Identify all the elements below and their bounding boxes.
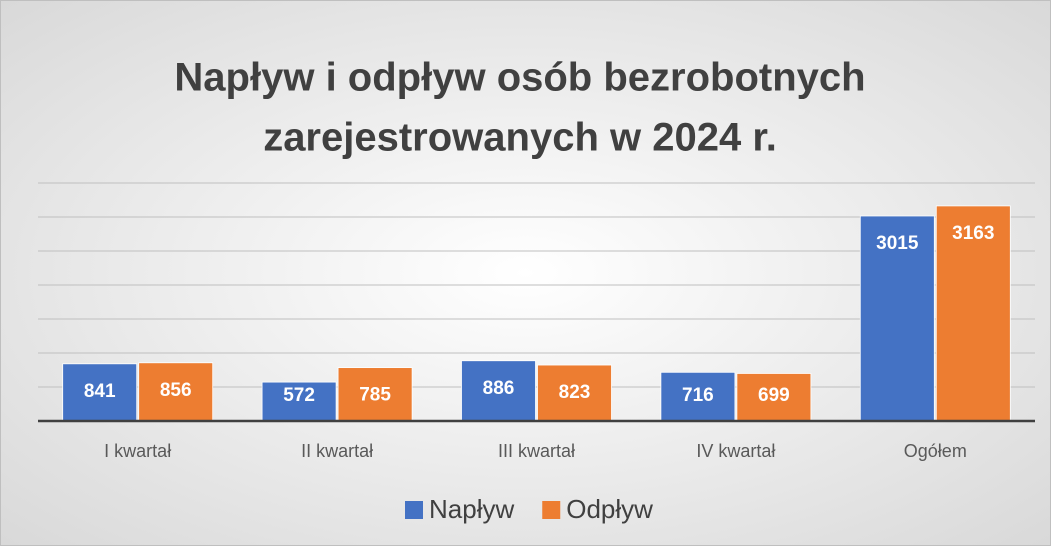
data-label: 856	[160, 380, 192, 401]
data-label: 823	[559, 382, 591, 403]
legend-label: Napływ	[429, 494, 514, 524]
data-label: 3163	[952, 223, 994, 244]
legend-swatch	[405, 501, 423, 519]
bar	[935, 205, 1011, 422]
bar	[537, 364, 612, 422]
data-label: 886	[483, 378, 515, 399]
bar	[261, 381, 337, 422]
x-tick-label: II kwartał	[301, 441, 373, 461]
data-label: 785	[359, 385, 391, 406]
data-label: 572	[283, 385, 315, 406]
data-label: 841	[84, 381, 116, 402]
bar	[62, 363, 138, 422]
chart-title: Napływ i odpływ osób bezrobotnych	[174, 56, 865, 100]
data-label: 699	[758, 385, 790, 406]
legend-label: Odpływ	[566, 494, 653, 524]
legend-swatch	[542, 501, 561, 519]
x-tick-label: IV kwartał	[696, 441, 775, 461]
data-label: 716	[682, 385, 714, 406]
x-tick-label: III kwartał	[498, 441, 575, 461]
bar	[859, 215, 935, 422]
chart-title: zarejestrowanych w 2024 r.	[263, 116, 777, 160]
bar	[461, 360, 536, 422]
x-tick-label: Ogółem	[904, 441, 967, 461]
data-label: 3015	[876, 233, 919, 254]
x-tick-label: I kwartał	[104, 441, 171, 461]
bar	[660, 371, 736, 422]
bar	[337, 367, 413, 422]
bar	[138, 362, 214, 422]
